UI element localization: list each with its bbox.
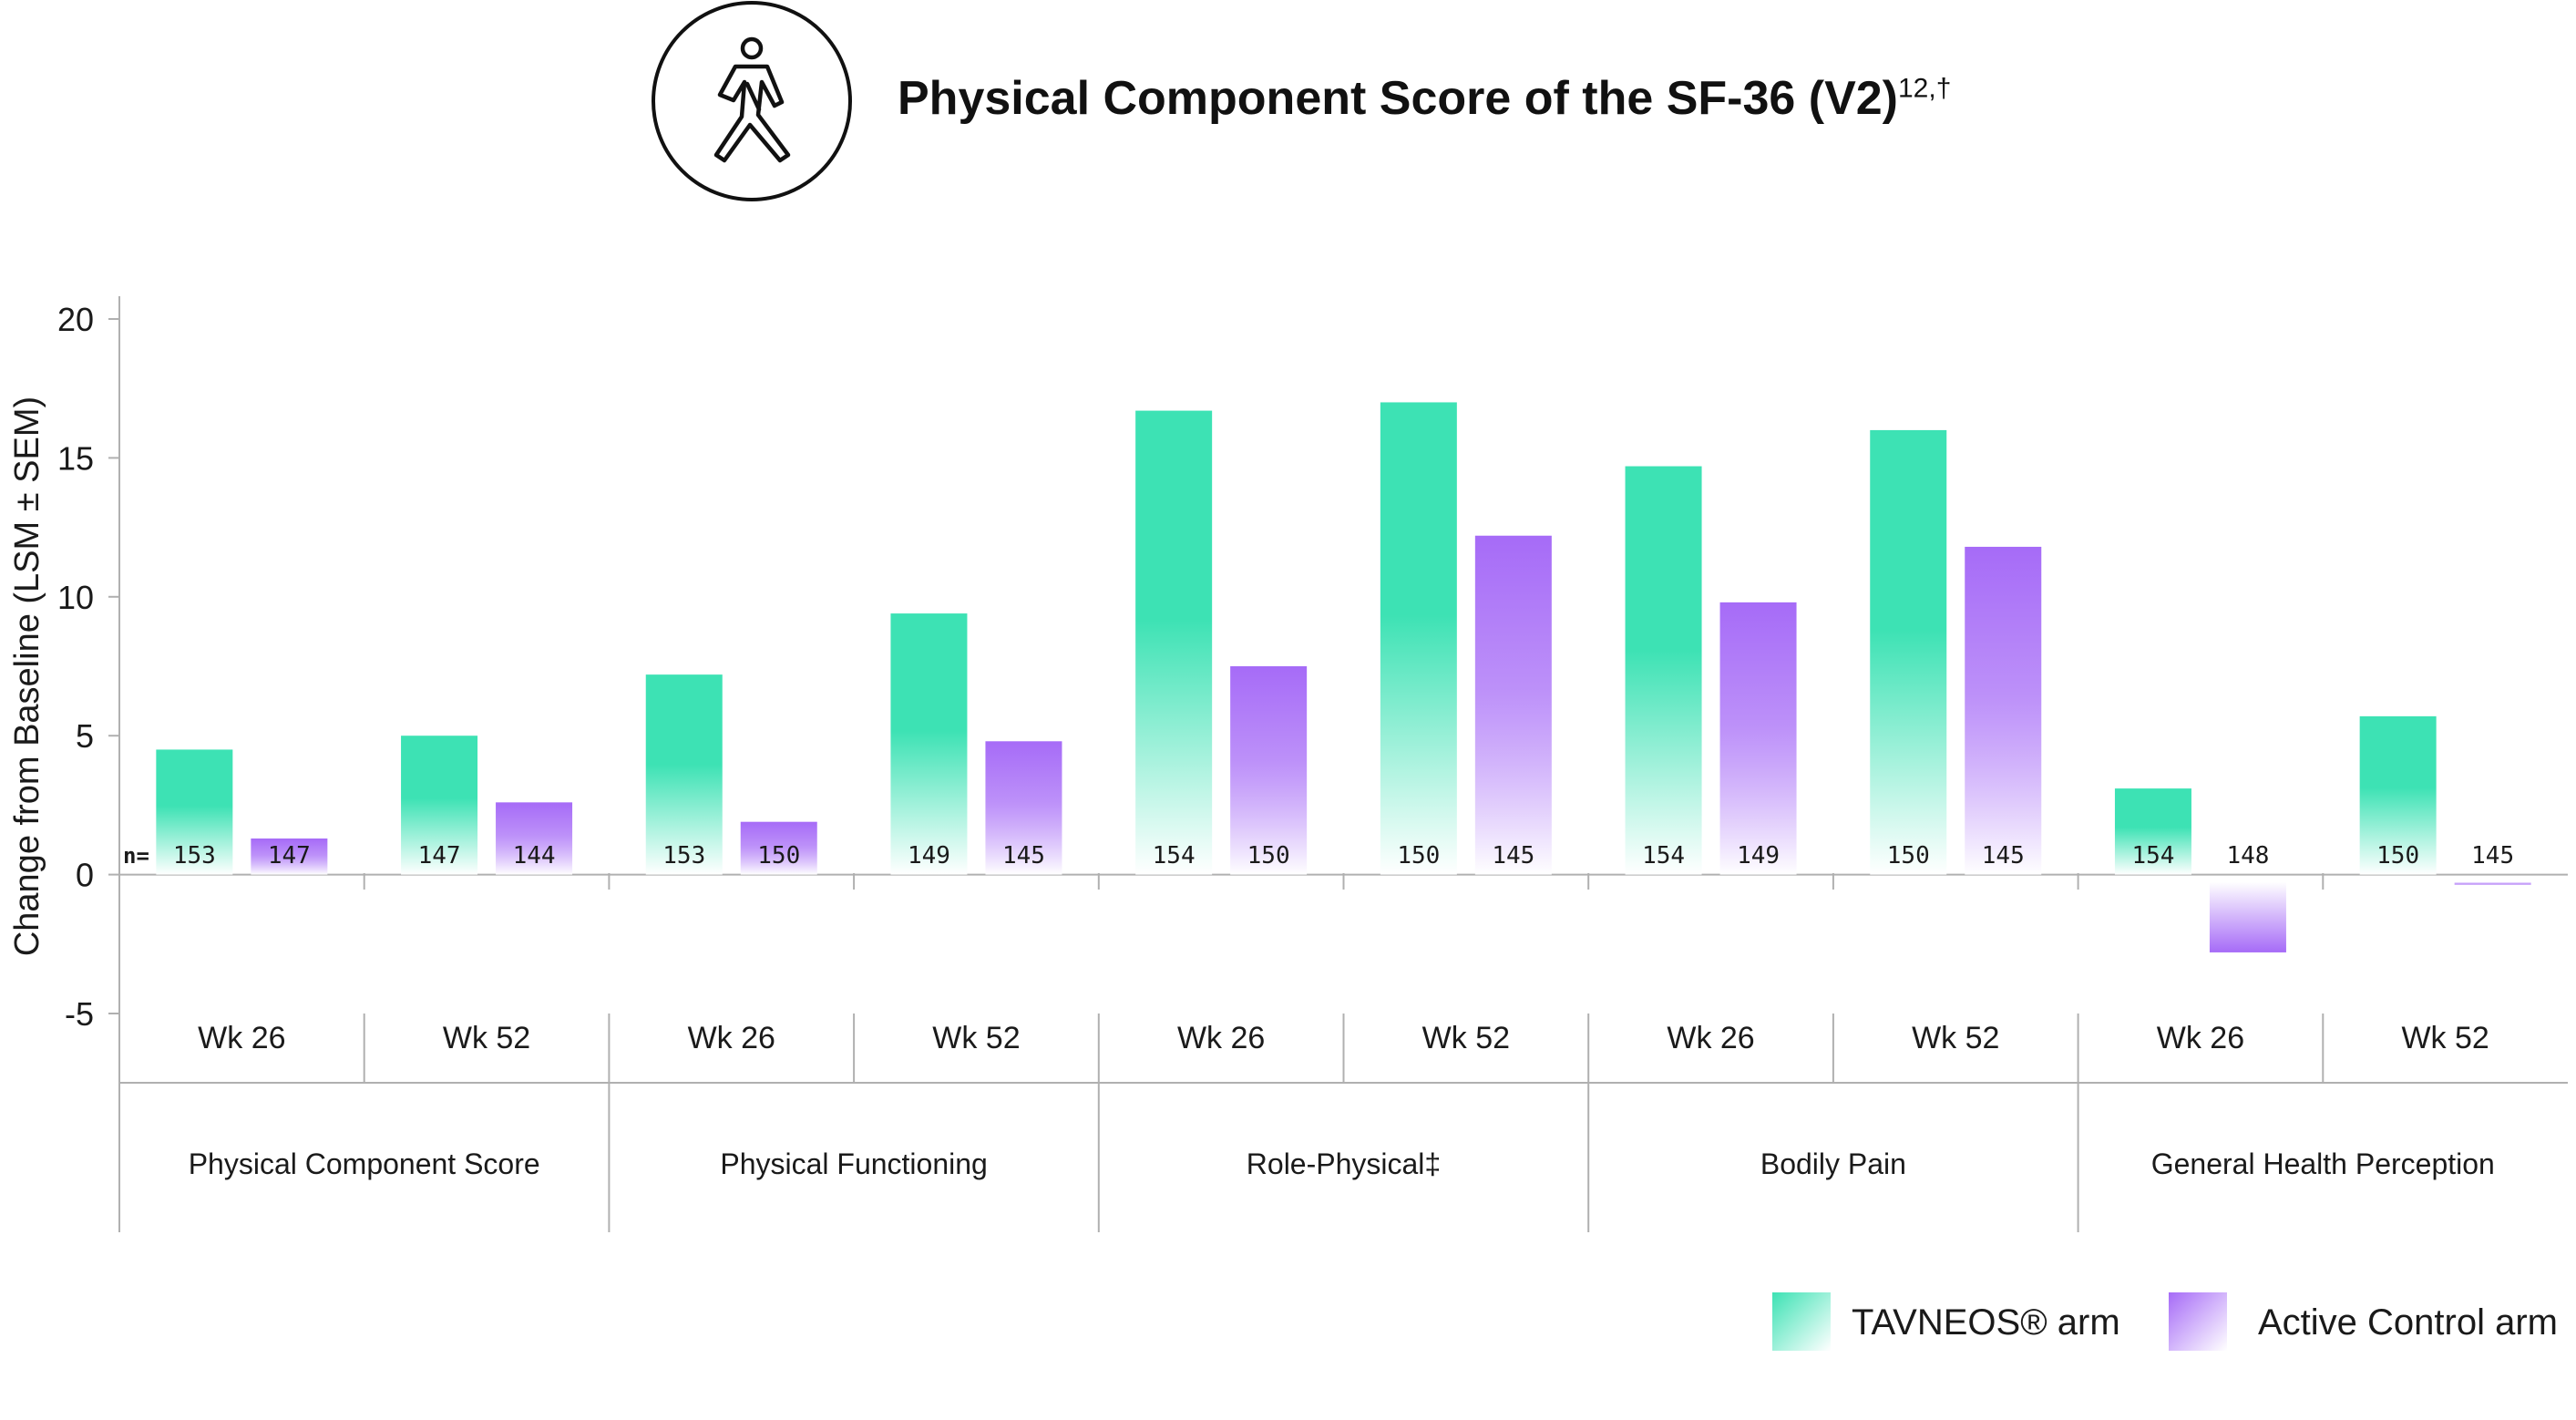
timepoint-label: Wk 26 (1667, 1021, 1754, 1055)
control-n-label: 150 (1247, 842, 1290, 869)
tavneos-bar (645, 674, 723, 875)
control-n-label: 145 (2471, 842, 2514, 869)
tavneos-n-label: 149 (908, 842, 950, 869)
control-n-label: 150 (757, 842, 800, 869)
control-bar (2454, 881, 2531, 885)
tavneos-bar (890, 613, 968, 875)
tavneos-bar (1625, 466, 1702, 875)
tavneos-n-label: 150 (1397, 842, 1440, 869)
control-n-label: 145 (1492, 842, 1534, 869)
labels: 20 15 10 5 0 -5 Change from Baseline (LSM ± SE… (8, 301, 2514, 1180)
tavneos-bar (156, 749, 233, 875)
group-label: Role-Physical‡ (1247, 1147, 1441, 1180)
control-bar (1965, 546, 2042, 875)
tavneos-bar (2114, 788, 2191, 875)
timepoint-label: Wk 52 (1422, 1021, 1510, 1055)
tavneos-bar (1380, 402, 1457, 875)
tavneos-n-label: 153 (173, 842, 216, 869)
y-axis-label: Change from Baseline (LSM ± SEM) (8, 396, 46, 956)
y-tick-label: 20 (57, 301, 94, 338)
tavneos-n-label: 154 (2131, 842, 2174, 869)
timepoint-label: Wk 26 (688, 1021, 775, 1055)
control-bar (740, 821, 817, 875)
control-bar (1230, 666, 1308, 875)
y-tick-label: 5 (76, 717, 94, 755)
legend-label-control: Active Control arm (2258, 1302, 2558, 1343)
control-bar (496, 802, 573, 875)
control-bar (2209, 881, 2286, 952)
timepoint-label: Wk 26 (2157, 1021, 2244, 1055)
n-prefix: n= (123, 843, 149, 869)
timepoint-label: Wk 52 (932, 1021, 1020, 1055)
timepoint-label: Wk 52 (443, 1021, 530, 1055)
control-n-label: 144 (513, 842, 556, 869)
control-bar (985, 741, 1062, 875)
tavneos-bar (1135, 410, 1213, 875)
timepoint-label: Wk 52 (2401, 1021, 2489, 1055)
control-n-label: 149 (1737, 842, 1780, 869)
tavneos-bar (1870, 429, 1947, 875)
tavneos-n-label: 154 (1642, 842, 1685, 869)
legend-swatch-tavneos (1772, 1292, 1831, 1351)
timepoint-label: Wk 26 (1177, 1021, 1265, 1055)
control-n-label: 148 (2226, 842, 2269, 869)
tavneos-n-label: 154 (1153, 842, 1196, 869)
control-bar (1719, 602, 1797, 875)
control-bar (1474, 535, 1552, 875)
y-tick-label: 0 (76, 857, 94, 894)
group-label: Bodily Pain (1760, 1147, 1906, 1180)
control-n-label: 145 (1982, 842, 2025, 869)
chart-title: Physical Component Score of the SF-36 (V… (898, 71, 1951, 126)
legend: TAVNEOS® arm Active Control arm (1772, 1292, 2558, 1351)
legend-swatch-control (2169, 1292, 2227, 1351)
timepoint-label: Wk 52 (1912, 1021, 1999, 1055)
chart-title-text: Physical Component Score of the SF-36 (V… (898, 72, 1898, 125)
tavneos-n-label: 153 (662, 842, 705, 869)
timepoint-label: Wk 26 (198, 1021, 285, 1055)
legend-label-tavneos: TAVNEOS® arm (1852, 1302, 2120, 1343)
group-label: Physical Component Score (189, 1147, 540, 1180)
control-n-label: 145 (1002, 842, 1045, 869)
control-bar (251, 838, 328, 875)
tavneos-n-label: 150 (2376, 842, 2419, 869)
y-tick-label: 10 (57, 579, 94, 616)
tavneos-n-label: 150 (1887, 842, 1930, 869)
walking-person-icon (652, 1, 852, 201)
bars (156, 402, 2531, 952)
group-label: General Health Perception (2151, 1147, 2495, 1180)
group-label: Physical Functioning (720, 1147, 987, 1180)
tavneos-n-label: 147 (418, 842, 461, 869)
y-tick-label: 15 (57, 439, 94, 477)
tavneos-bar (401, 736, 478, 875)
control-n-label: 147 (268, 842, 311, 869)
tavneos-bar (2359, 715, 2437, 875)
title-superscript: 12,† (1898, 73, 1952, 104)
y-tick-label: -5 (65, 995, 94, 1033)
